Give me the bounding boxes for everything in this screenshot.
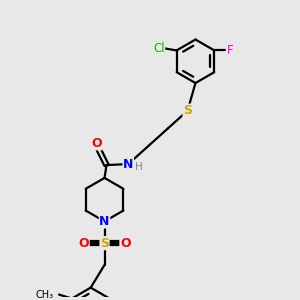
Text: S: S xyxy=(100,237,109,250)
Text: N: N xyxy=(99,215,110,228)
Text: CH₃: CH₃ xyxy=(36,290,54,300)
Text: O: O xyxy=(120,237,130,250)
Text: F: F xyxy=(227,44,233,57)
Text: H: H xyxy=(135,162,143,172)
Text: O: O xyxy=(91,137,102,150)
Text: N: N xyxy=(123,158,134,171)
Text: Cl: Cl xyxy=(153,42,165,55)
Text: O: O xyxy=(79,237,89,250)
Text: S: S xyxy=(183,104,192,117)
